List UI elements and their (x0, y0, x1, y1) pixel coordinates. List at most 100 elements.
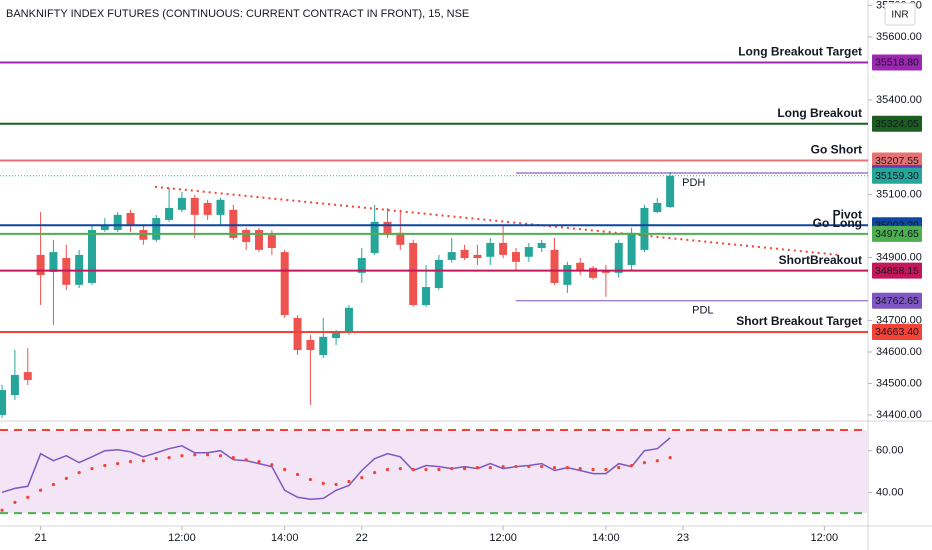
level-name: Long Breakout (777, 106, 862, 120)
candle-body (447, 252, 456, 260)
candle-body (165, 207, 174, 220)
candle-body (126, 212, 135, 225)
indicator-dot (578, 467, 582, 471)
indicator-dot (450, 467, 454, 471)
indicator-dot (257, 459, 261, 464)
candle-body (100, 224, 109, 231)
indicator-dot (552, 465, 557, 470)
y-tick-label: 35600.00 (876, 31, 922, 43)
x-tick-label: 14:00 (271, 532, 299, 544)
y-tick-label: 40.00 (876, 486, 904, 498)
level-price-box (872, 323, 922, 340)
indicator-dot (64, 476, 68, 481)
level-price-label: 35324.05 (875, 118, 919, 130)
trendline (154, 185, 839, 256)
candle-body (627, 232, 636, 265)
x-tick-label: 12:00 (811, 532, 839, 544)
candle-body (614, 242, 623, 273)
indicator-dot (385, 467, 390, 472)
candle-body (113, 214, 122, 231)
candle-body (23, 372, 32, 380)
candle-body (255, 230, 264, 250)
x-tick-label: 21 (34, 532, 46, 544)
indicator-dot (462, 467, 467, 471)
candle-body (589, 267, 598, 278)
candle-body (473, 254, 482, 259)
indicator-dot (565, 465, 569, 470)
indicator-dot (424, 467, 428, 472)
indicator-dot (475, 465, 480, 470)
candle-body (332, 333, 341, 339)
level-price-box (872, 167, 922, 184)
indicator-dot (540, 464, 544, 469)
indicator-dot (527, 464, 531, 469)
indicator-line (1, 437, 671, 500)
indicator-dot (218, 454, 223, 458)
candle-body (152, 218, 161, 240)
indicator-dot (38, 488, 43, 492)
candle-body (550, 249, 559, 283)
indicator-dot (411, 467, 415, 472)
y-tick-label: 34400.00 (876, 409, 922, 421)
candle-body (36, 254, 45, 276)
indicator-dot (77, 470, 81, 475)
candle-body (216, 199, 225, 215)
candle-body (344, 307, 353, 334)
candle-body (666, 175, 675, 208)
indicator-dot (308, 477, 313, 482)
level-price-label: 34974.65 (875, 228, 919, 240)
candle-body (242, 230, 251, 242)
candle-body (499, 242, 508, 255)
indicator-dot (244, 458, 248, 462)
indicator-dot (437, 467, 441, 472)
candle-body (229, 209, 238, 238)
x-tick-label: 23 (677, 532, 689, 544)
indicator-dot (604, 467, 608, 472)
candle-body (267, 235, 276, 248)
candle-body (87, 230, 96, 283)
y-tick-label: 34700.00 (876, 314, 922, 326)
indicator-dot (514, 464, 518, 469)
y-tick-label: 34600.00 (876, 346, 922, 358)
indicator-dot (642, 461, 647, 465)
candle-body (537, 242, 546, 248)
level-price-label: 35207.55 (875, 155, 919, 167)
level-name: Long Breakout Target (738, 45, 862, 59)
level-name: PDH (682, 177, 705, 189)
candle-body (653, 202, 662, 213)
candle-body (576, 262, 585, 271)
candle-body (511, 252, 520, 262)
level-name: Go Short (811, 143, 862, 157)
candle-body (10, 374, 19, 396)
level-name: Short Breakout Target (736, 314, 862, 328)
indicator-dot (180, 454, 184, 458)
candle-body (422, 287, 431, 305)
indicator-dot (629, 463, 634, 468)
candle-body (434, 259, 443, 288)
candle-body (49, 252, 58, 272)
candle-body (563, 264, 572, 285)
y-tick-label: 34900.00 (876, 251, 922, 263)
level-price-label: 35159.30 (875, 170, 919, 182)
candle-body (383, 221, 392, 236)
indicator-dot (231, 456, 235, 460)
candle-body (396, 232, 405, 245)
candle-body (319, 336, 328, 356)
candle-body (0, 390, 7, 415)
level-price-box (872, 225, 922, 242)
level-name: Pivot (833, 207, 862, 221)
candle-body (306, 339, 315, 351)
indicator-dot (347, 479, 351, 484)
indicator-dot (116, 462, 120, 466)
chart-title: BANKNIFTY INDEX FUTURES (CONTINUOUS: CUR… (6, 8, 469, 20)
level-price-box (872, 54, 922, 71)
currency-badge (884, 2, 916, 26)
indicator-dot (0, 508, 4, 512)
indicator-dot (295, 472, 300, 477)
indicator-dot (668, 456, 672, 460)
level-price-box (872, 152, 922, 169)
indicator-dot (617, 465, 621, 470)
indicator-dot (488, 465, 492, 470)
currency-label: INR (891, 10, 908, 21)
